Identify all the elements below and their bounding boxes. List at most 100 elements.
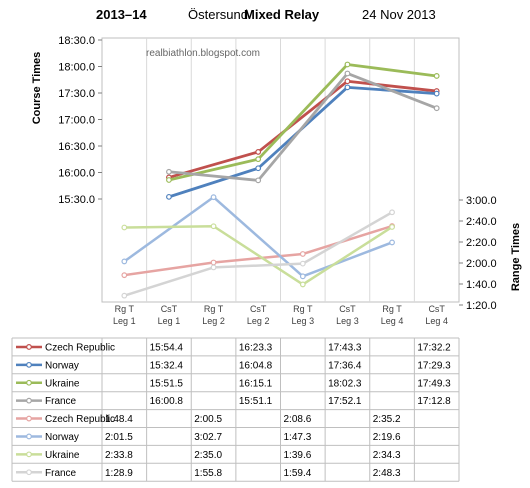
- legend-swatch-marker: [26, 433, 32, 440]
- table-series-name: France: [45, 396, 77, 407]
- table-cell-value: 1:48.4: [105, 414, 133, 425]
- course-axis-ticks: 15:30.0 16:00.0 16:30.0 17:00.0 17:30.0 18:00…: [58, 35, 102, 206]
- range-series-line: [124, 225, 393, 286]
- course-series-point: [433, 73, 440, 79]
- column-label-top: CsT: [250, 304, 267, 314]
- range-series-point: [389, 209, 395, 216]
- course-tick-label: 15:30.0: [58, 194, 95, 206]
- course-series-point: [344, 78, 351, 85]
- table-cell-value: 15:51.1: [239, 396, 273, 407]
- range-series-point: [299, 281, 306, 288]
- column-label-bottom: Leg 2: [202, 316, 225, 326]
- series-lines: [121, 61, 440, 299]
- table-cell-value: 17:12.8: [417, 396, 451, 407]
- table-cell-value: 2:00.5: [194, 414, 222, 425]
- course-tick-label: 16:00.0: [58, 168, 95, 180]
- range-tick-label: 2:40.0: [466, 216, 497, 228]
- table-cell-value: 17:36.4: [328, 360, 362, 371]
- course-series-point: [255, 156, 262, 163]
- course-series-point: [344, 61, 351, 68]
- course-series-point: [433, 105, 440, 112]
- plot-frame: [101, 37, 460, 303]
- event-title: Mixed Relay: [244, 7, 320, 22]
- column-label-top: CsT: [161, 304, 178, 314]
- column-label-bottom: Leg 4: [381, 316, 404, 326]
- watermark-text: realbiathlon.blogspot.com: [146, 48, 260, 59]
- course-series-line: [168, 85, 437, 199]
- table-cell-value: 1:59.4: [284, 468, 312, 479]
- column-label-bottom: Leg 2: [247, 316, 270, 326]
- course-tick-label: 18:30.0: [58, 35, 95, 47]
- table-cell-value: 2:19.6: [373, 432, 401, 443]
- table-cell-value: 16:23.3: [239, 342, 273, 353]
- range-axis-label: Range Times: [510, 223, 522, 291]
- table-cell-value: 15:51.5: [150, 378, 184, 389]
- range-series-point: [389, 239, 395, 246]
- range-series-line: [124, 224, 393, 277]
- table-cell-value: 17:43.3: [328, 342, 362, 353]
- table-series-name: Norway: [45, 432, 79, 443]
- range-tick-label: 3:00.0: [466, 195, 497, 207]
- column-headers: Rg T Leg 1 CsT Leg 1 Rg T Leg 2 CsT Leg 2 Rg T Le…: [113, 304, 448, 326]
- table-cell-value: 18:02.3: [328, 378, 362, 389]
- table-cell-value: 2:01.5: [105, 432, 133, 443]
- legend-swatch-marker: [26, 397, 32, 404]
- table-cell-value: 1:47.3: [284, 432, 312, 443]
- table-cell-value: 16:04.8: [239, 360, 273, 371]
- range-series-point: [210, 194, 217, 201]
- column-label-top: CsT: [339, 304, 356, 314]
- table-cell-value: 2:34.3: [373, 450, 401, 461]
- column-label-top: Rg T: [115, 304, 135, 314]
- table-cell-value: 16:15.1: [239, 378, 273, 389]
- legend-swatch-marker: [26, 379, 32, 386]
- course-series-point: [255, 149, 262, 155]
- range-series-point: [121, 258, 128, 265]
- table-cell-value: 2:33.8: [105, 450, 133, 461]
- legend-swatch-marker: [26, 451, 32, 458]
- course-tick-label: 18:00.0: [58, 62, 95, 74]
- course-series-point: [344, 84, 351, 91]
- course-series-line: [168, 72, 438, 182]
- range-series-line: [123, 195, 393, 278]
- column-label-bottom: Leg 3: [336, 316, 359, 326]
- table-series-name: Ukraine: [45, 450, 80, 461]
- course-axis-label: Course Times: [31, 52, 43, 125]
- table-cell-value: 15:32.4: [150, 360, 184, 371]
- table-cell-value: 17:32.2: [417, 342, 451, 353]
- legend-swatch-marker: [26, 361, 32, 368]
- table-cell-value: 3:02.7: [194, 432, 222, 443]
- course-series-point: [166, 193, 172, 200]
- table-row: France 1:28.9 1:55.8 1:59.4 2:48.3: [12, 468, 459, 482]
- range-axis-ticks: 1:20.0 1:40.0 2:00.0 2:20.0 2:40.0 3:00.0: [459, 195, 497, 312]
- column-label-top: Rg T: [382, 304, 402, 314]
- legend-swatch-marker: [26, 344, 32, 350]
- table-row: Norway 15:32.4 16:04.8 17:36.4 17:29.3: [12, 360, 459, 375]
- range-series-point: [210, 259, 217, 266]
- table-cell-value: 1:39.6: [284, 450, 312, 461]
- table-cell-value: 16:00.8: [150, 396, 184, 407]
- range-tick-label: 2:20.0: [466, 237, 497, 249]
- table-cell-value: 17:29.3: [417, 360, 451, 371]
- table-cell-value: 2:35.2: [373, 414, 401, 425]
- range-tick-label: 1:20.0: [466, 300, 497, 312]
- range-series-point: [299, 260, 306, 267]
- column-label-top: Rg T: [204, 304, 224, 314]
- column-label-top: CsT: [428, 304, 445, 314]
- table-row: Norway 2:01.5 3:02.7 1:47.3 2:19.6: [12, 432, 459, 446]
- table-cell-value: 2:48.3: [373, 468, 401, 479]
- table-series-name: Czech Republic: [45, 342, 115, 353]
- course-series-point: [255, 165, 262, 172]
- season-title: 2013–14: [96, 7, 147, 22]
- course-series-point: [255, 177, 262, 184]
- table-row: France 16:00.8 15:51.1 17:52.1 17:12.8: [12, 396, 459, 411]
- course-series-point: [166, 168, 172, 175]
- table-cell-value: 1:28.9: [105, 468, 133, 479]
- range-series-point: [121, 224, 128, 231]
- course-tick-label: 16:30.0: [58, 141, 95, 153]
- course-series-point: [344, 70, 351, 77]
- range-series-line: [123, 211, 393, 297]
- table-row: Ukraine 2:33.8 2:35.0 1:39.6 2:34.3: [12, 450, 459, 464]
